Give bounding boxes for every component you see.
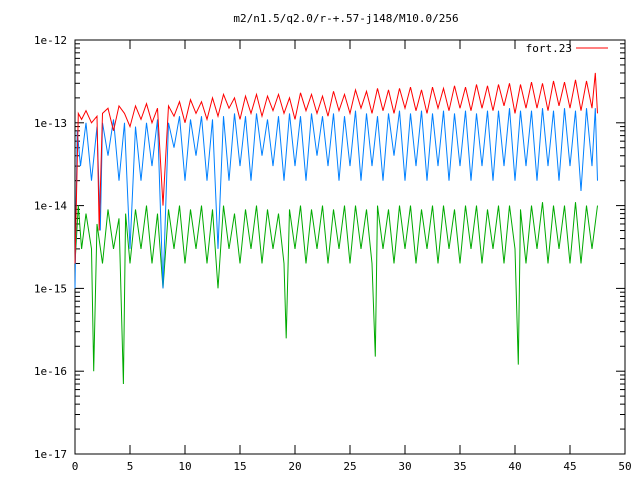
x-tick-label: 45 <box>563 460 576 473</box>
plot-frame <box>74 39 626 455</box>
x-tick-label: 20 <box>288 460 301 473</box>
series-line-fort-23 <box>74 72 598 264</box>
legend: fort.23 <box>526 42 608 55</box>
y-tick-label: 1e-13 <box>34 117 67 130</box>
y-tick-label: 1e-15 <box>34 282 67 295</box>
y-axis: 1e-17 1e-16 1e-15 1e-14 1e-13 1e-12 <box>34 34 625 461</box>
x-tick-label: 35 <box>453 460 466 473</box>
x-tick-label: 15 <box>233 460 246 473</box>
x-tick-label: 0 <box>72 460 79 473</box>
y-tick-label: 1e-12 <box>34 34 67 47</box>
x-tick-label: 40 <box>508 460 521 473</box>
y-tick-label: 1e-14 <box>34 200 67 213</box>
y-tick-label: 1e-16 <box>34 365 67 378</box>
chart-title: m2/n1.5/q2.0/r-+.57-j148/M10.0/256 <box>233 12 458 25</box>
y-tick-label: 1e-17 <box>34 448 67 461</box>
series-line-unnamed-2 <box>74 202 598 385</box>
series-layer <box>74 72 598 385</box>
x-tick-label: 50 <box>618 460 631 473</box>
x-tick-label: 10 <box>178 460 191 473</box>
legend-label: fort.23 <box>526 42 572 55</box>
x-tick-label: 5 <box>127 460 134 473</box>
x-tick-label: 30 <box>398 460 411 473</box>
x-axis: 0 5 10 15 20 25 30 35 40 45 50 <box>72 40 632 473</box>
series-line-unnamed-1 <box>74 108 598 289</box>
x-tick-label: 25 <box>343 460 356 473</box>
